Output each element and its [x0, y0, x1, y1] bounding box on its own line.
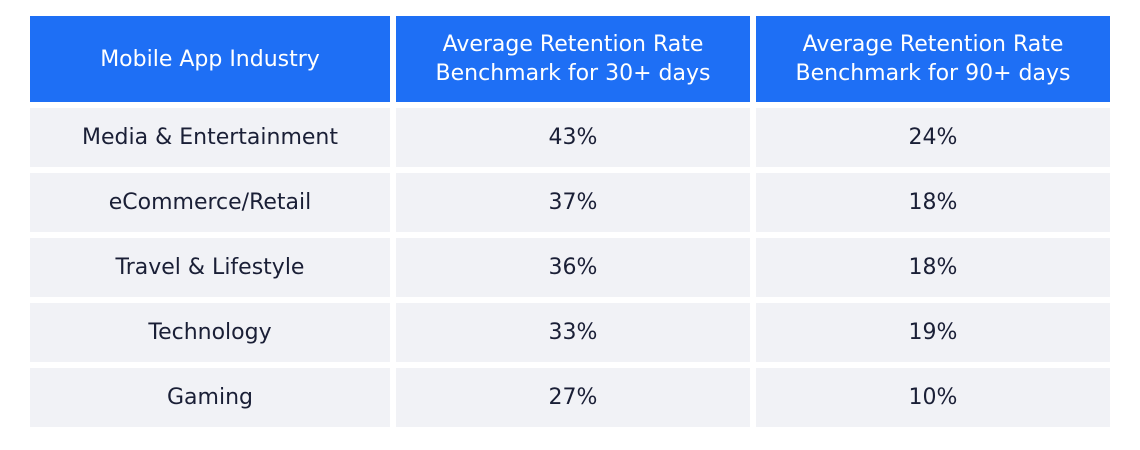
header-cell: Average Retention Rate Benchmark for 90+…	[756, 16, 1110, 102]
table-cell: 36%	[396, 238, 750, 297]
table-cell: 18%	[756, 238, 1110, 297]
table-cell: Gaming	[30, 368, 390, 427]
table-cell: Technology	[30, 303, 390, 362]
table-cell: Travel & Lifestyle	[30, 238, 390, 297]
table-cell: 37%	[396, 173, 750, 232]
table-cell: 10%	[756, 368, 1110, 427]
header-cell: Average Retention Rate Benchmark for 30+…	[396, 16, 750, 102]
table-cell: 24%	[756, 108, 1110, 167]
table-cell: 27%	[396, 368, 750, 427]
table-cell: 18%	[756, 173, 1110, 232]
table-cell: Media & Entertainment	[30, 108, 390, 167]
table-cell: 19%	[756, 303, 1110, 362]
table-cell: 43%	[396, 108, 750, 167]
header-cell: Mobile App Industry	[30, 16, 390, 102]
table-cell: 33%	[396, 303, 750, 362]
retention-table: Mobile App Industry Average Retention Rat…	[30, 16, 1110, 427]
table-cell: eCommerce/Retail	[30, 173, 390, 232]
